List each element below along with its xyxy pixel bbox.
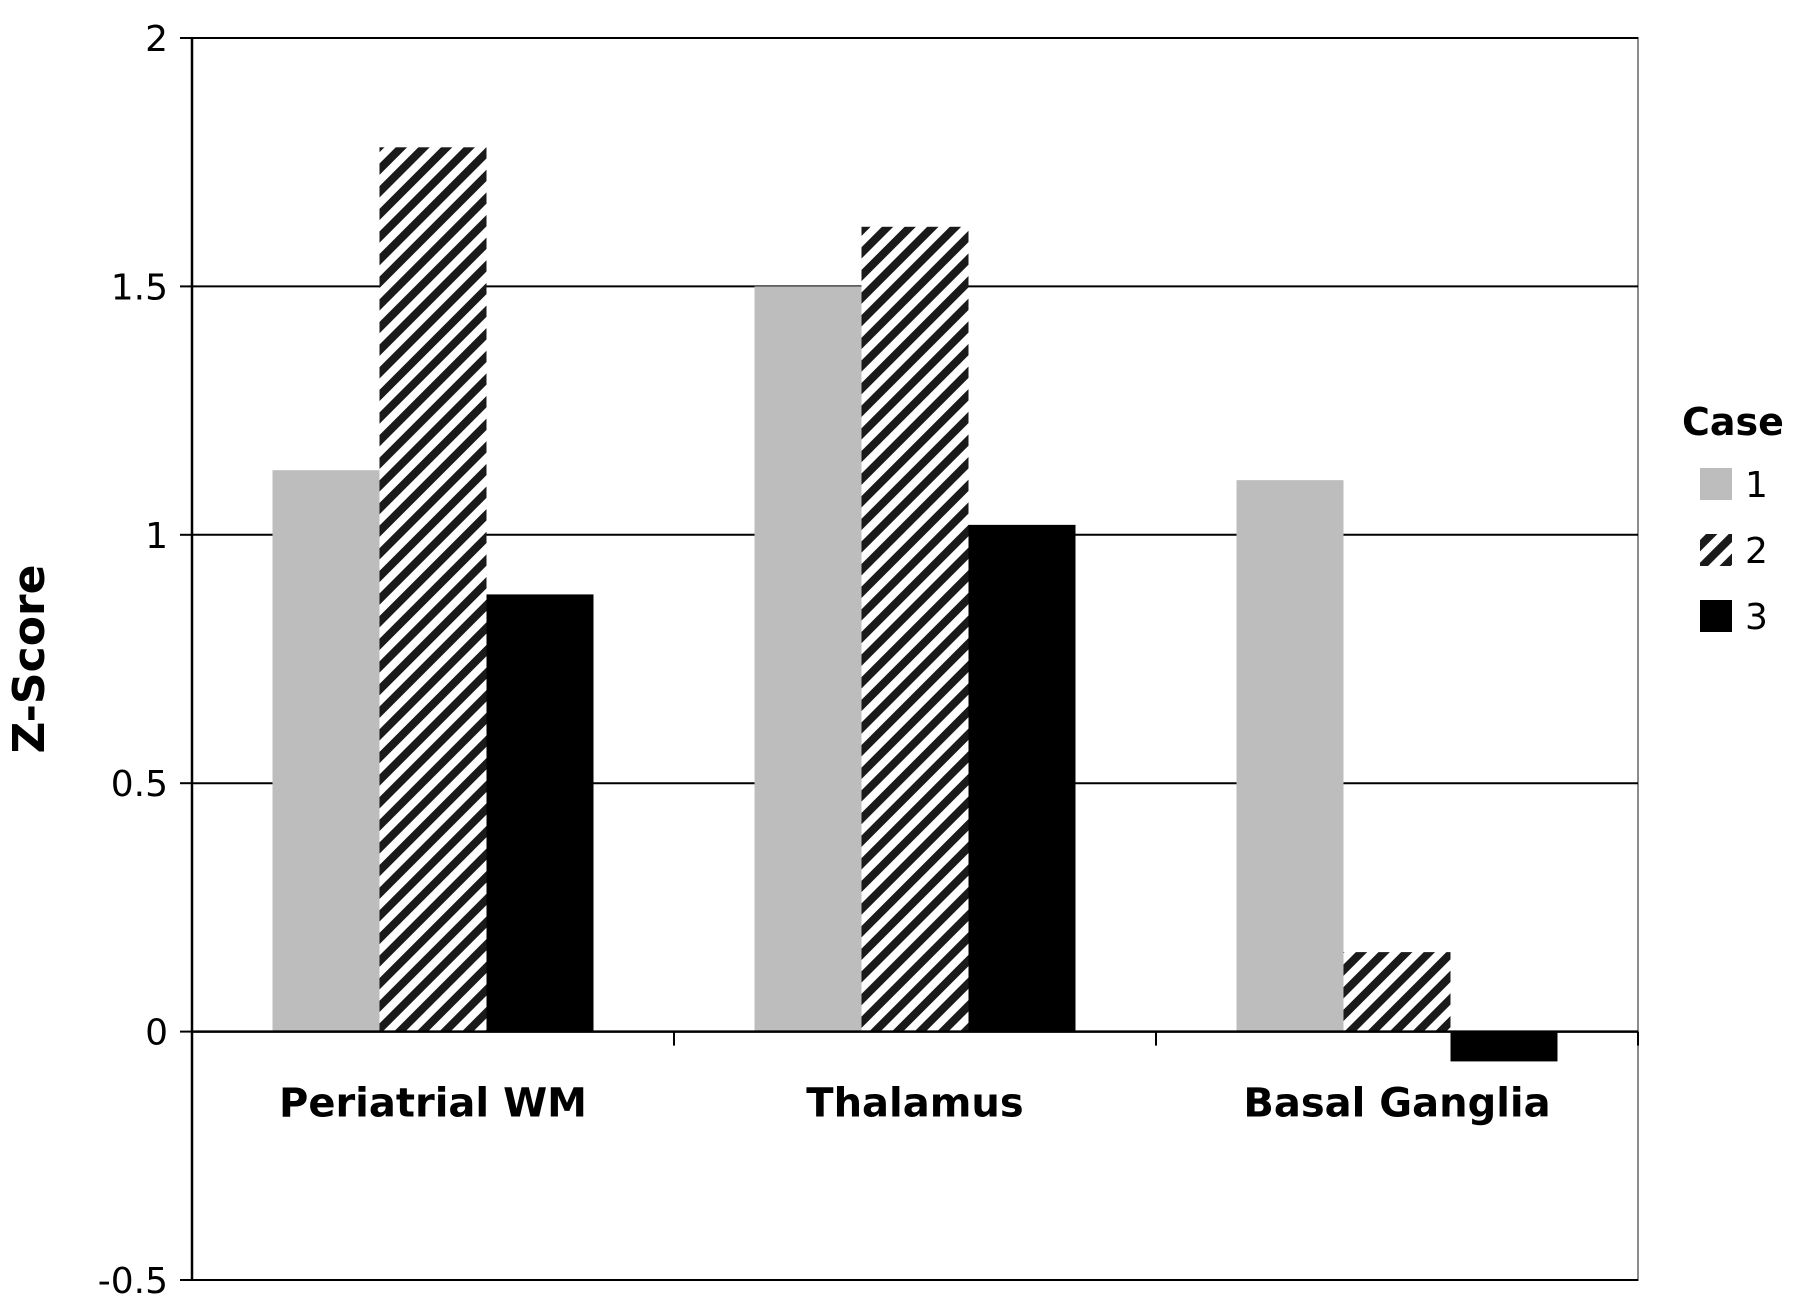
bar-thalamus-case-1 [755,286,862,1031]
bar-thalamus-case-2 [862,227,969,1032]
y-tick-label: 0.5 [111,764,168,805]
y-tick-label: 2 [145,19,168,60]
legend-label-case-2: 2 [1745,531,1768,572]
bar-basal-ganglia-case-2 [1344,952,1451,1031]
bar-periatrial-wm-case-1 [273,470,380,1031]
bars-layer [273,147,1558,1061]
y-tick-label: 1.5 [111,267,168,308]
y-tick-label: 1 [145,516,168,557]
y-axis-title: Z-Score [4,565,55,754]
bar-periatrial-wm-case-3 [487,594,594,1031]
legend-label-case-1: 1 [1745,465,1768,506]
bar-basal-ganglia-case-3 [1451,1032,1558,1062]
category-label: Basal Ganglia [1243,1081,1550,1127]
category-label: Thalamus [806,1081,1023,1127]
category-label: Periatrial WM [279,1081,587,1127]
legend-swatch-case-3 [1700,600,1732,632]
legend-swatch-case-1 [1700,468,1732,500]
y-tick-label: 0 [145,1013,168,1054]
y-tick-label: -0.5 [98,1261,168,1302]
bar-thalamus-case-3 [969,525,1076,1032]
legend-swatch-case-2 [1700,534,1732,566]
bar-basal-ganglia-case-1 [1237,480,1344,1031]
legend-title: Case [1682,400,1784,444]
legend-label-case-3: 3 [1745,597,1768,638]
bar-periatrial-wm-case-2 [380,147,487,1031]
legend: Case 1 2 3 [1682,400,1784,638]
